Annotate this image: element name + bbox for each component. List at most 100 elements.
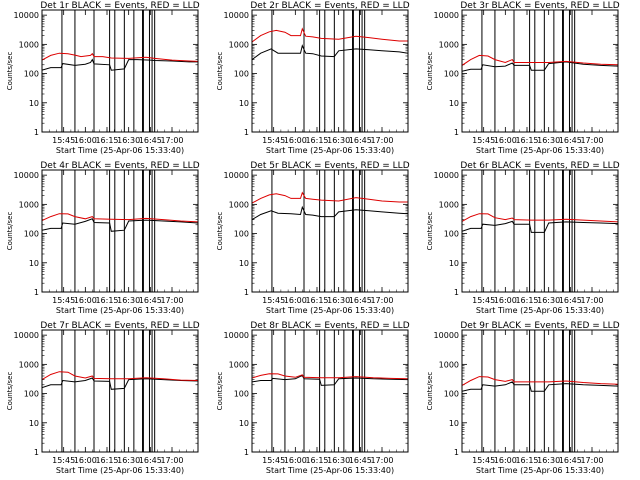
y-tick-label: 1000: [229, 360, 249, 369]
x-tick-label: 16:00: [74, 136, 97, 145]
x-tick-label: 16:15: [515, 456, 538, 465]
x-tick-label: 16:00: [74, 456, 97, 465]
x-tick-label: 16:45: [139, 456, 162, 465]
x-tick-label: 15:45: [472, 296, 495, 305]
x-tick-label: 16:30: [117, 456, 140, 465]
y-tick-label: 10: [449, 419, 459, 428]
x-tick-label: 16:30: [537, 456, 560, 465]
panel-frame: [461, 169, 619, 293]
x-tick-label: 17:00: [370, 136, 393, 145]
y-tick-label: 100: [234, 390, 249, 399]
x-tick-label: 16:30: [537, 296, 560, 305]
x-tick-label: 16:00: [74, 296, 97, 305]
x-tick-label: 16:30: [327, 296, 350, 305]
events-series-line: [252, 44, 408, 61]
x-tick-label: 16:30: [537, 136, 560, 145]
x-tick-label: 16:45: [559, 136, 582, 145]
y-tick-label: 10000: [224, 331, 249, 340]
x-tick-label: 17:00: [580, 456, 603, 465]
y-tick-label: 1000: [19, 200, 39, 209]
x-axis-label: Start Time (25-Apr-06 15:33:40): [56, 146, 184, 155]
x-tick-label: 16:15: [515, 136, 538, 145]
x-tick-label: 15:45: [52, 136, 75, 145]
panel-frame: [251, 169, 409, 293]
panel-data: [42, 170, 198, 292]
y-tick-label: 10: [239, 419, 249, 428]
y-axis-label: Counts/sec: [426, 212, 434, 251]
panel-frame: [41, 9, 199, 133]
y-tick-label: 10: [449, 99, 459, 108]
x-tick-label: 15:45: [472, 456, 495, 465]
panel-data: [42, 10, 198, 132]
lld-series-line: [42, 213, 198, 223]
y-tick-label: 1: [244, 128, 249, 137]
panel-det-3r: Det 3r BLACK = Events, RED = LLD 1 10 100 10…: [426, 1, 620, 155]
x-tick-label: 16:45: [349, 296, 372, 305]
y-tick-label: 1000: [229, 200, 249, 209]
y-tick-label: 1000: [439, 360, 459, 369]
y-tick-label: 100: [234, 70, 249, 79]
x-tick-label: 17:00: [370, 296, 393, 305]
panel-det-1r: Det 1r BLACK = Events, RED = LLD 1 10 100 10…: [6, 1, 200, 155]
panel-det-4r: Det 4r BLACK = Events, RED = LLD 1 10 100 10…: [6, 161, 200, 315]
panel-det-2r: Det 2r BLACK = Events, RED = LLD 1 10 100 10…: [216, 1, 410, 155]
y-tick-label: 10000: [224, 171, 249, 180]
y-axis-label: Counts/sec: [426, 52, 434, 91]
x-tick-label: 16:45: [559, 296, 582, 305]
panel-det-5r: Det 5r BLACK = Events, RED = LLD 1 10 100 10…: [216, 161, 410, 315]
lld-series-line: [252, 27, 408, 43]
y-tick-label: 1: [34, 448, 39, 457]
x-tick-label: 15:45: [262, 296, 285, 305]
x-tick-label: 16:30: [327, 136, 350, 145]
panel-data: [252, 330, 408, 452]
events-series-line: [42, 377, 198, 390]
panel-data: [252, 10, 408, 132]
x-axis-label: Start Time (25-Apr-06 15:33:40): [266, 146, 394, 155]
y-tick-label: 1: [34, 128, 39, 137]
x-tick-label: 16:00: [494, 456, 517, 465]
y-tick-label: 1: [244, 448, 249, 457]
y-tick-label: 100: [444, 70, 459, 79]
y-tick-label: 10: [29, 99, 39, 108]
lld-series-line: [252, 191, 408, 204]
y-tick-label: 100: [444, 230, 459, 239]
x-tick-label: 16:15: [515, 296, 538, 305]
y-tick-label: 100: [444, 390, 459, 399]
x-tick-label: 15:45: [52, 456, 75, 465]
y-tick-label: 10: [239, 99, 249, 108]
panel-data: [462, 330, 618, 452]
panel-title: Det 5r BLACK = Events, RED = LLD: [250, 161, 409, 171]
y-tick-label: 1: [454, 448, 459, 457]
panel-frame: [41, 329, 199, 453]
x-tick-label: 15:45: [52, 296, 75, 305]
x-tick-label: 16:15: [305, 296, 328, 305]
events-series-line: [462, 381, 618, 392]
x-tick-label: 16:15: [95, 456, 118, 465]
lld-series-line: [462, 213, 618, 223]
lld-series-line: [462, 376, 618, 386]
panel-frame: [461, 329, 619, 453]
y-tick-label: 10000: [434, 331, 459, 340]
y-tick-label: 100: [234, 230, 249, 239]
x-tick-label: 16:15: [305, 136, 328, 145]
panel-title: Det 9r BLACK = Events, RED = LLD: [460, 321, 619, 331]
x-tick-label: 16:00: [494, 296, 517, 305]
events-series-line: [42, 218, 198, 232]
y-tick-label: 10000: [434, 11, 459, 20]
y-tick-label: 10000: [434, 171, 459, 180]
x-axis-label: Start Time (25-Apr-06 15:33:40): [476, 466, 604, 475]
x-tick-label: 16:45: [139, 136, 162, 145]
panel-frame: [41, 169, 199, 293]
panel-title: Det 2r BLACK = Events, RED = LLD: [250, 1, 409, 11]
y-tick-label: 10: [29, 259, 39, 268]
lld-series-line: [42, 371, 198, 381]
x-tick-label: 17:00: [370, 456, 393, 465]
y-axis-label: Counts/sec: [6, 212, 14, 251]
panel-det-8r: Det 8r BLACK = Events, RED = LLD 1 10 100 10…: [216, 321, 410, 475]
x-tick-label: 15:45: [262, 456, 285, 465]
y-tick-label: 10000: [224, 11, 249, 20]
panel-data: [252, 170, 408, 292]
y-tick-label: 10000: [14, 171, 39, 180]
x-axis-label: Start Time (25-Apr-06 15:33:40): [56, 306, 184, 315]
